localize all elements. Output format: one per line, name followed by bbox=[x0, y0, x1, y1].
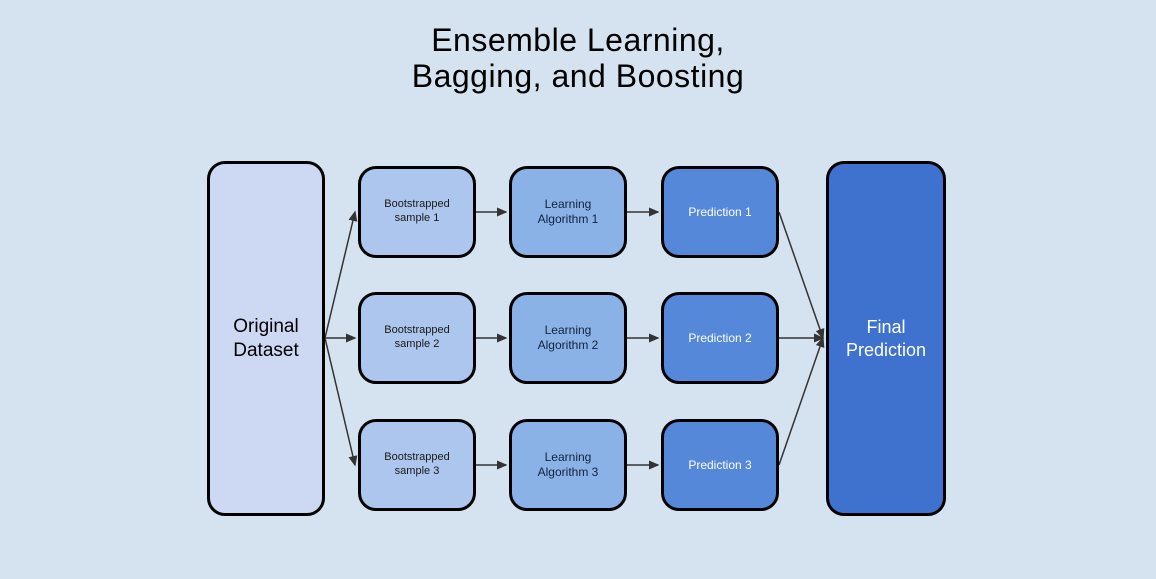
algorithm-2-box: LearningAlgorithm 2 bbox=[509, 292, 627, 384]
algorithm-3-box: LearningAlgorithm 3 bbox=[509, 419, 627, 511]
bootstrap-3-box: Bootstrappedsample 3 bbox=[358, 419, 476, 511]
flow-arrow bbox=[779, 212, 823, 338]
bootstrap-2-box: Bootstrappedsample 2 bbox=[358, 292, 476, 384]
bootstrap-1-box: Bootstrappedsample 1 bbox=[358, 166, 476, 258]
flow-arrow bbox=[325, 212, 355, 338]
flow-arrow bbox=[779, 338, 823, 465]
prediction-3-box: Prediction 3 bbox=[661, 419, 779, 511]
prediction-2-box: Prediction 2 bbox=[661, 292, 779, 384]
original-dataset-label: OriginalDataset bbox=[233, 315, 298, 363]
flow-arrow bbox=[325, 338, 355, 465]
algorithm-1-label: LearningAlgorithm 1 bbox=[538, 197, 599, 227]
algorithm-2-label: LearningAlgorithm 2 bbox=[538, 323, 599, 353]
final-prediction-box: FinalPrediction bbox=[826, 161, 946, 516]
prediction-3-label: Prediction 3 bbox=[688, 458, 751, 473]
algorithm-3-label: LearningAlgorithm 3 bbox=[538, 450, 599, 480]
prediction-1-label: Prediction 1 bbox=[688, 205, 751, 220]
prediction-1-box: Prediction 1 bbox=[661, 166, 779, 258]
prediction-2-label: Prediction 2 bbox=[688, 331, 751, 346]
final-prediction-label: FinalPrediction bbox=[846, 316, 926, 361]
diagram-title-line1: Ensemble Learning, bbox=[0, 22, 1156, 59]
bootstrap-3-label: Bootstrappedsample 3 bbox=[384, 451, 449, 479]
original-dataset-box: OriginalDataset bbox=[207, 161, 325, 516]
algorithm-1-box: LearningAlgorithm 1 bbox=[509, 166, 627, 258]
bootstrap-2-label: Bootstrappedsample 2 bbox=[384, 324, 449, 352]
bootstrap-1-label: Bootstrappedsample 1 bbox=[384, 198, 449, 226]
diagram-title-line2: Bagging, and Boosting bbox=[0, 58, 1156, 95]
